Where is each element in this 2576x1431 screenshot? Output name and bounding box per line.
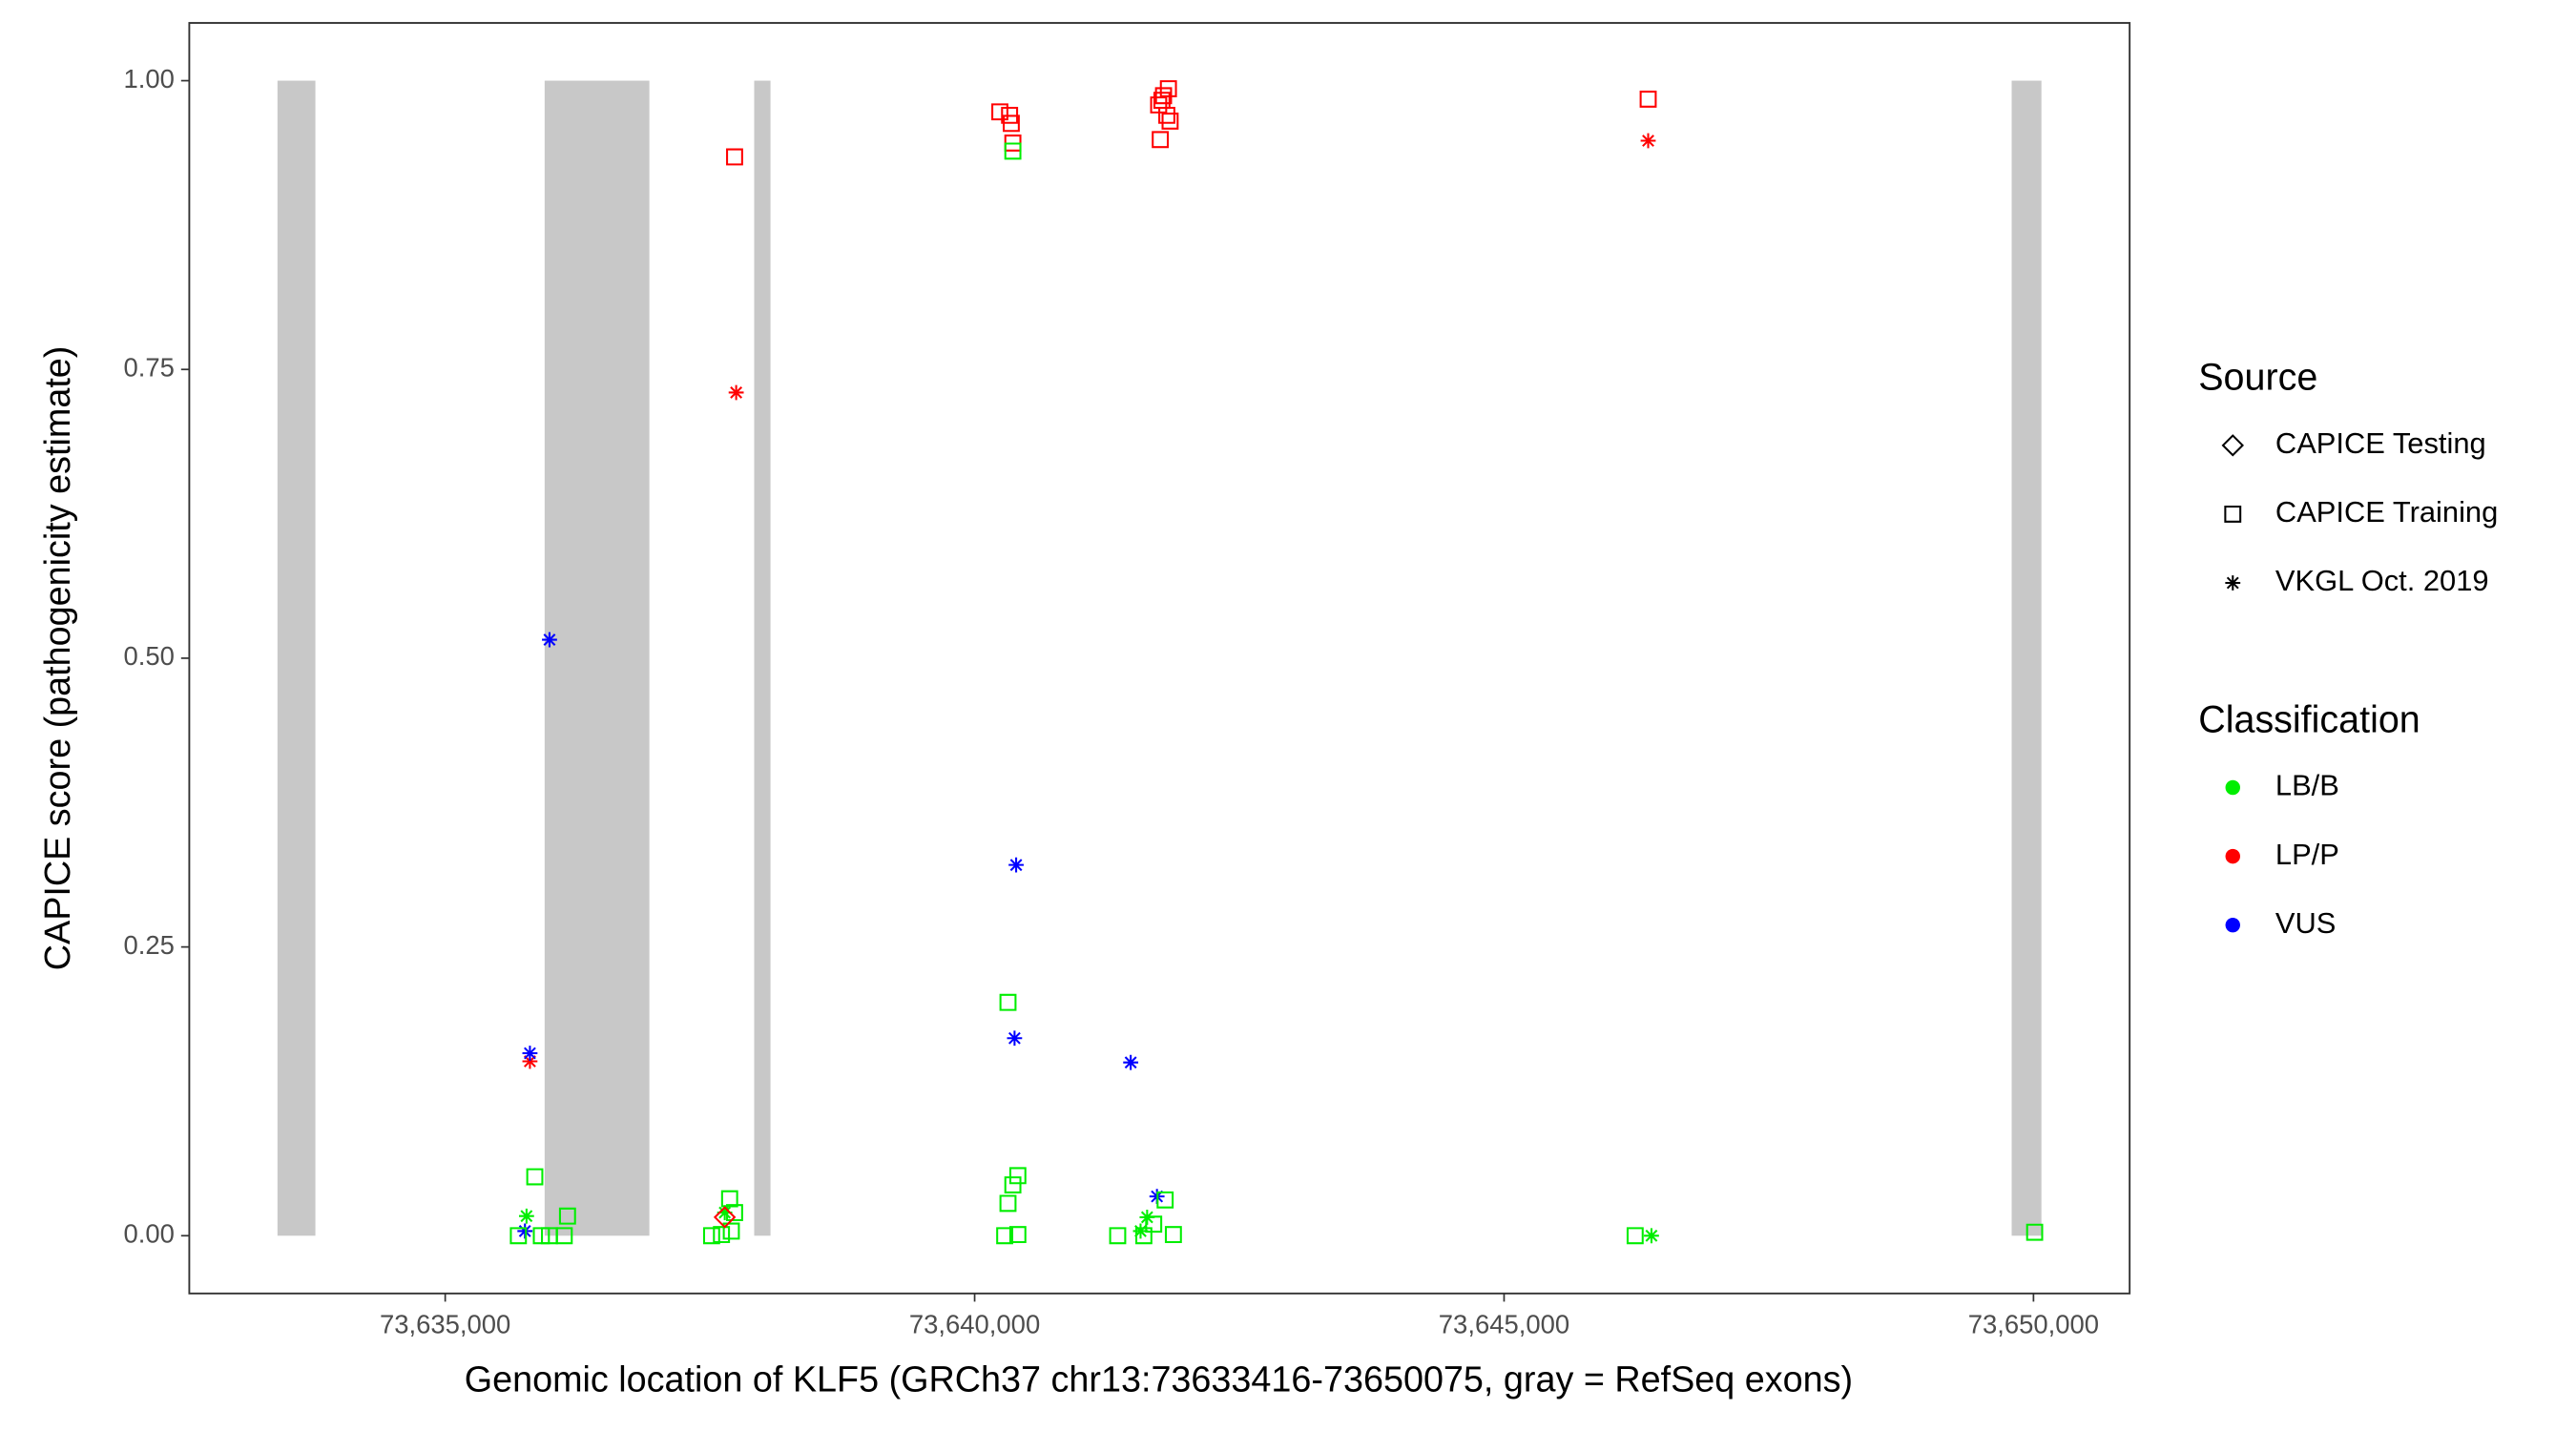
data-point <box>518 1208 534 1224</box>
y-tick-label: 0.00 <box>124 1219 175 1249</box>
legend-key <box>2225 917 2240 933</box>
plot-panel <box>189 23 2130 1294</box>
y-axis-title: CAPICE score (pathogenicity estimate) <box>37 346 77 971</box>
legend-title: Source <box>2198 357 2317 399</box>
data-point <box>726 148 743 166</box>
x-tick-label: 73,645,000 <box>1439 1309 1569 1338</box>
x-tick-label: 73,650,000 <box>1968 1309 2099 1338</box>
data-point <box>720 1190 738 1208</box>
data-point <box>1008 1226 1027 1244</box>
data-point <box>1109 1227 1127 1245</box>
data-point <box>1644 1228 1659 1244</box>
legend-label: CAPICE Testing <box>2275 426 2486 460</box>
x-tick-label: 73,640,000 <box>909 1309 1040 1338</box>
data-point <box>999 1194 1017 1213</box>
x-tick-label: 73,635,000 <box>380 1309 510 1338</box>
y-tick-label: 0.50 <box>124 641 175 671</box>
data-point <box>542 632 557 648</box>
data-point <box>1003 114 1020 133</box>
data-point <box>1123 1054 1139 1070</box>
data-point <box>728 384 744 401</box>
data-point <box>717 1205 733 1220</box>
y-tick-label: 1.00 <box>124 64 175 93</box>
x-axis-title: Genomic location of KLF5 (GRCh37 chr13:7… <box>465 1358 1853 1399</box>
data-point <box>1001 106 1019 124</box>
data-point <box>1156 1191 1174 1209</box>
exon <box>754 80 771 1236</box>
y-tick-label: 0.75 <box>124 352 175 382</box>
data-point <box>1639 91 1657 108</box>
legend-key <box>2225 575 2241 591</box>
data-point <box>1150 96 1168 114</box>
legend-key <box>2225 779 2240 796</box>
legend-label: LP/P <box>2275 838 2339 871</box>
data-point <box>1132 1223 1149 1239</box>
data-point <box>1640 133 1656 149</box>
legend-key <box>2224 505 2242 523</box>
data-point <box>996 1227 1013 1245</box>
legend-label: LB/B <box>2275 769 2339 802</box>
legend-key <box>2221 434 2244 457</box>
data-point <box>1158 106 1175 124</box>
data-point <box>526 1168 544 1186</box>
legend-label: VKGL Oct. 2019 <box>2275 564 2489 597</box>
exon <box>2011 80 2042 1236</box>
data-point <box>1159 80 1177 97</box>
data-point <box>1004 1176 1022 1193</box>
data-point <box>541 1227 558 1245</box>
data-point <box>1152 131 1170 149</box>
data-point <box>722 1222 740 1240</box>
data-point <box>522 1053 538 1069</box>
legend-title: Classification <box>2198 698 2420 740</box>
data-point <box>1145 1215 1163 1234</box>
y-tick-label: 0.25 <box>124 930 175 960</box>
data-point <box>999 993 1017 1011</box>
data-point <box>1007 1030 1023 1047</box>
data-point <box>726 1204 743 1222</box>
exon <box>544 80 650 1236</box>
data-point <box>991 103 1008 121</box>
legend-label: CAPICE Training <box>2275 495 2498 529</box>
data-point <box>1008 857 1024 873</box>
data-point <box>1008 1167 1027 1185</box>
data-point <box>522 1046 538 1061</box>
legend-label: VUS <box>2275 906 2336 940</box>
data-point <box>1164 1226 1182 1244</box>
data-point <box>1626 1227 1644 1245</box>
data-point <box>1154 87 1173 105</box>
data-point <box>2025 1223 2044 1241</box>
panel-border <box>188 22 2131 1295</box>
legend-key <box>2225 848 2240 864</box>
exon <box>277 80 316 1236</box>
data-point <box>558 1207 576 1225</box>
data-point <box>1004 142 1022 160</box>
data-point <box>509 1227 528 1245</box>
data-point <box>713 1206 737 1229</box>
